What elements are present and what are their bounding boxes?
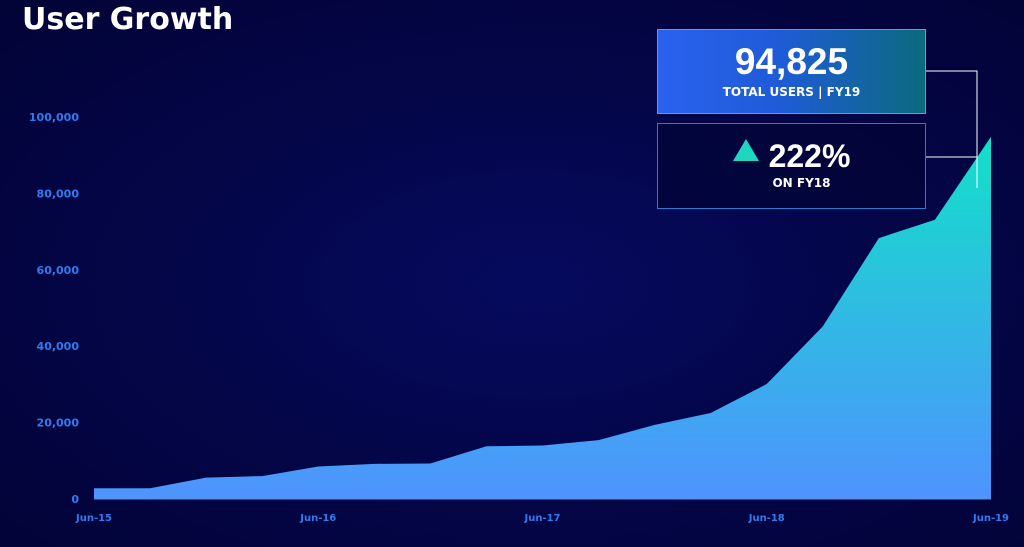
data-point xyxy=(598,439,600,441)
data-point xyxy=(429,462,431,464)
x-tick-label: Jun-16 xyxy=(299,513,336,524)
growth-caption: ON FY18 xyxy=(772,176,831,190)
data-point xyxy=(205,477,207,479)
chart-title: User Growth xyxy=(22,2,234,37)
y-tick-label: 80,000 xyxy=(37,187,80,200)
x-tick-label: Jun-19 xyxy=(972,513,1009,524)
data-point xyxy=(822,325,824,327)
data-point xyxy=(149,487,151,489)
y-tick-label: 20,000 xyxy=(37,417,80,430)
x-tick-label: Jun-15 xyxy=(75,513,112,524)
data-point xyxy=(317,466,319,468)
callout-leader-line xyxy=(926,70,978,188)
data-point xyxy=(93,487,95,489)
x-tick-label: Jun-17 xyxy=(523,513,560,524)
total-users-caption: TOTAL USERS | FY19 xyxy=(722,85,861,99)
total-users-card: 94,825 TOTAL USERS | FY19 xyxy=(657,29,926,114)
data-point xyxy=(542,445,544,447)
y-tick-label: 60,000 xyxy=(37,264,80,277)
y-tick-label: 0 xyxy=(71,493,79,506)
up-triangle-icon xyxy=(732,138,759,161)
x-tick-label: Jun-18 xyxy=(748,513,785,524)
growth-value: 222% xyxy=(768,138,851,174)
data-point xyxy=(485,445,487,447)
data-point xyxy=(261,475,263,477)
series-area xyxy=(94,136,991,499)
total-users-value: 94,825 xyxy=(734,41,849,82)
data-point xyxy=(878,237,880,239)
y-tick-label: 100,000 xyxy=(29,111,79,124)
growth-card: 222% ON FY18 xyxy=(657,123,926,209)
data-point xyxy=(373,463,375,465)
data-point xyxy=(766,383,768,385)
data-point xyxy=(654,424,656,426)
data-point xyxy=(710,412,712,414)
data-point xyxy=(990,136,992,138)
data-point xyxy=(934,219,936,221)
y-tick-label: 40,000 xyxy=(37,340,80,353)
